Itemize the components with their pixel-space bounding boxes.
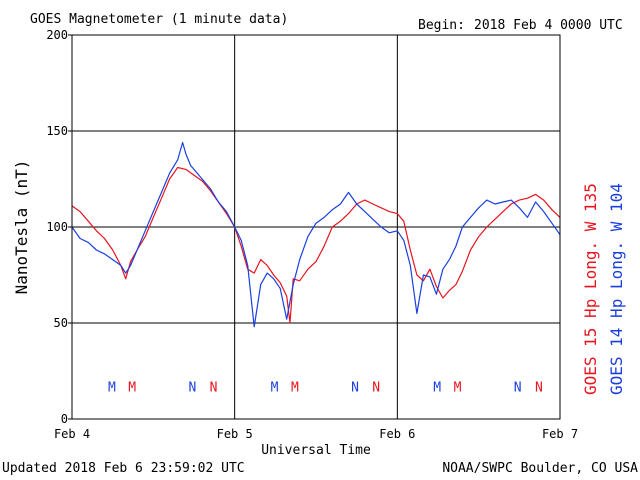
series-line-goes14 (71, 141, 561, 328)
marker-m: M (108, 380, 116, 395)
x-tick-label: Feb 5 (217, 427, 253, 441)
y-tick-label: 0 (61, 412, 68, 426)
marker-m: M (433, 380, 441, 395)
marker-n: N (514, 380, 522, 395)
begin-value: 2018 Feb 4 0000 UTC (474, 18, 623, 33)
plot-frame (71, 34, 561, 420)
marker-m: M (271, 380, 279, 395)
y-tick-label: 200 (46, 28, 68, 42)
marker-n: N (535, 380, 543, 395)
legend-goes15: GOES 15 Hp Long. W 135 (581, 183, 600, 395)
y-tick-label: 150 (46, 124, 68, 138)
credit-text: NOAA/SWPC Boulder, CO USA (442, 461, 638, 476)
marker-m: M (128, 380, 136, 395)
marker-m: M (454, 380, 462, 395)
marker-m: M (291, 380, 299, 395)
legend-goes14: GOES 14 Hp Long. W 104 (607, 183, 626, 395)
marker-n: N (210, 380, 218, 395)
y-axis-ticks: 0 50 100 150 200 (46, 28, 72, 426)
begin-label: Begin: (418, 18, 465, 33)
updated-timestamp: Updated 2018 Feb 6 23:59:02 UTC (2, 461, 245, 476)
x-tick-label: Feb 4 (54, 427, 90, 441)
series-lines (71, 141, 561, 328)
x-tick-label: Feb 7 (542, 427, 578, 441)
marker-n: N (188, 380, 196, 395)
y-axis-label: NanoTesla (nT) (12, 160, 31, 295)
marker-n: N (351, 380, 359, 395)
marker-n: N (372, 380, 380, 395)
series-line-goes15 (71, 166, 561, 324)
x-axis-ticks: Feb 4 Feb 5 Feb 6 Feb 7 (54, 427, 578, 441)
chart-title: GOES Magnetometer (1 minute data) (30, 12, 288, 27)
grid (72, 35, 560, 419)
x-axis-label: Universal Time (261, 443, 371, 458)
y-tick-label: 50 (54, 316, 68, 330)
x-tick-label: Feb 6 (379, 427, 415, 441)
y-tick-label: 100 (46, 220, 68, 234)
